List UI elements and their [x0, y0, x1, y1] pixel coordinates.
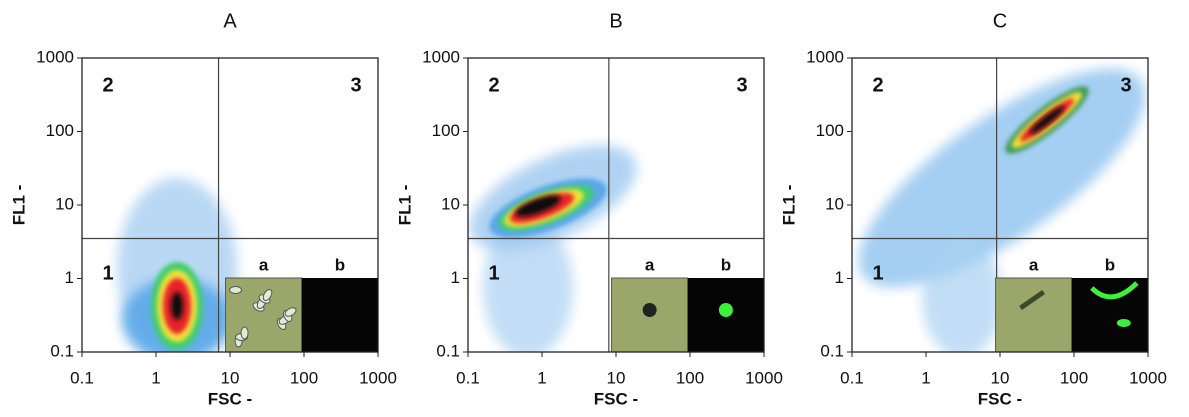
x-axis-label: FSC - [594, 389, 638, 408]
x-tick-label: 1000 [359, 368, 397, 387]
x-axis-label: FSC - [978, 389, 1022, 408]
quadrant-label: 1 [102, 262, 113, 284]
x-tick-label: 1 [537, 368, 546, 387]
cell [229, 286, 243, 294]
panel: a b 1 2 3 0.1 1 10 100 1000 0.1 1 10 100 1000 A FSC - FL1… [9, 10, 396, 408]
density-region [483, 218, 573, 352]
density-cloud [858, 68, 1146, 352]
quadrant-label: 2 [872, 74, 883, 96]
quadrant-label: 3 [736, 74, 747, 96]
chart-title: B [609, 10, 622, 32]
cell [1019, 289, 1045, 311]
y-tick-label: 100 [816, 121, 844, 140]
y-tick-label: 0.1 [50, 341, 74, 360]
quadrant-label: 1 [488, 262, 499, 284]
inset-label: a [1029, 255, 1039, 274]
x-tick-label: 10 [607, 368, 626, 387]
cell [1090, 281, 1139, 300]
y-tick-label: 1000 [422, 47, 460, 66]
panel: a b 1 2 3 0.1 1 10 100 1000 0.1 1 10 100 1000 B FSC - FL1… [395, 10, 782, 408]
density-cloud [469, 145, 637, 352]
density-region [515, 195, 561, 217]
inset-label: b [721, 255, 731, 274]
cell [262, 289, 273, 301]
y-axis-label: FL1 - [9, 185, 28, 226]
y-tick-label: 100 [46, 121, 74, 140]
y-tick-label: 100 [432, 121, 460, 140]
quadrant-label: 2 [488, 74, 499, 96]
x-tick-label: 0.1 [456, 368, 480, 387]
x-tick-label: 100 [676, 368, 704, 387]
x-tick-label: 100 [1060, 368, 1088, 387]
density-region [1029, 106, 1065, 134]
x-tick-label: 0.1 [840, 368, 864, 387]
x-tick-label: 100 [290, 368, 318, 387]
cell [1116, 319, 1131, 327]
inset-b [1071, 278, 1148, 352]
y-tick-label: 1 [451, 268, 460, 287]
inset-label: a [645, 255, 655, 274]
density-region [858, 68, 1146, 288]
x-tick-label: 1000 [745, 368, 783, 387]
x-axis-label: FSC - [208, 389, 252, 408]
y-tick-label: 0.1 [436, 341, 460, 360]
y-tick-label: 1000 [36, 47, 74, 66]
x-tick-label: 1 [151, 368, 160, 387]
x-tick-label: 10 [991, 368, 1010, 387]
inset-b [301, 278, 378, 352]
y-axis-label: FL1 - [779, 185, 798, 226]
inset-label: b [1105, 255, 1115, 274]
cell [718, 303, 733, 317]
inset-label: b [335, 255, 345, 274]
x-tick-label: 1000 [1129, 368, 1167, 387]
y-tick-label: 1000 [806, 47, 844, 66]
y-tick-label: 10 [825, 194, 844, 213]
panel: a b 1 2 3 0.1 1 10 100 1000 0.1 1 10 100 1000 C FSC - FL1… [779, 10, 1167, 408]
x-tick-label: 0.1 [70, 368, 94, 387]
cell [240, 326, 249, 340]
cell [284, 307, 297, 317]
x-tick-label: 1 [921, 368, 930, 387]
y-axis-label: FL1 - [395, 185, 414, 226]
x-tick-label: 10 [221, 368, 240, 387]
inset-label: a [259, 255, 269, 274]
y-tick-label: 10 [441, 194, 460, 213]
quadrant-label: 2 [102, 74, 113, 96]
y-tick-label: 10 [55, 194, 74, 213]
quadrant-label: 3 [350, 74, 361, 96]
inset-a [995, 277, 1073, 353]
chart-title: C [993, 10, 1007, 32]
y-tick-label: 1 [835, 268, 844, 287]
chart-title: A [223, 10, 237, 32]
y-tick-label: 0.1 [820, 341, 844, 360]
cell [642, 303, 657, 317]
density-cloud [117, 178, 237, 352]
y-tick-label: 1 [65, 268, 74, 287]
quadrant-label: 1 [872, 262, 883, 284]
density-region [171, 292, 183, 320]
quadrant-label: 3 [1120, 74, 1131, 96]
density-region [922, 238, 1002, 352]
